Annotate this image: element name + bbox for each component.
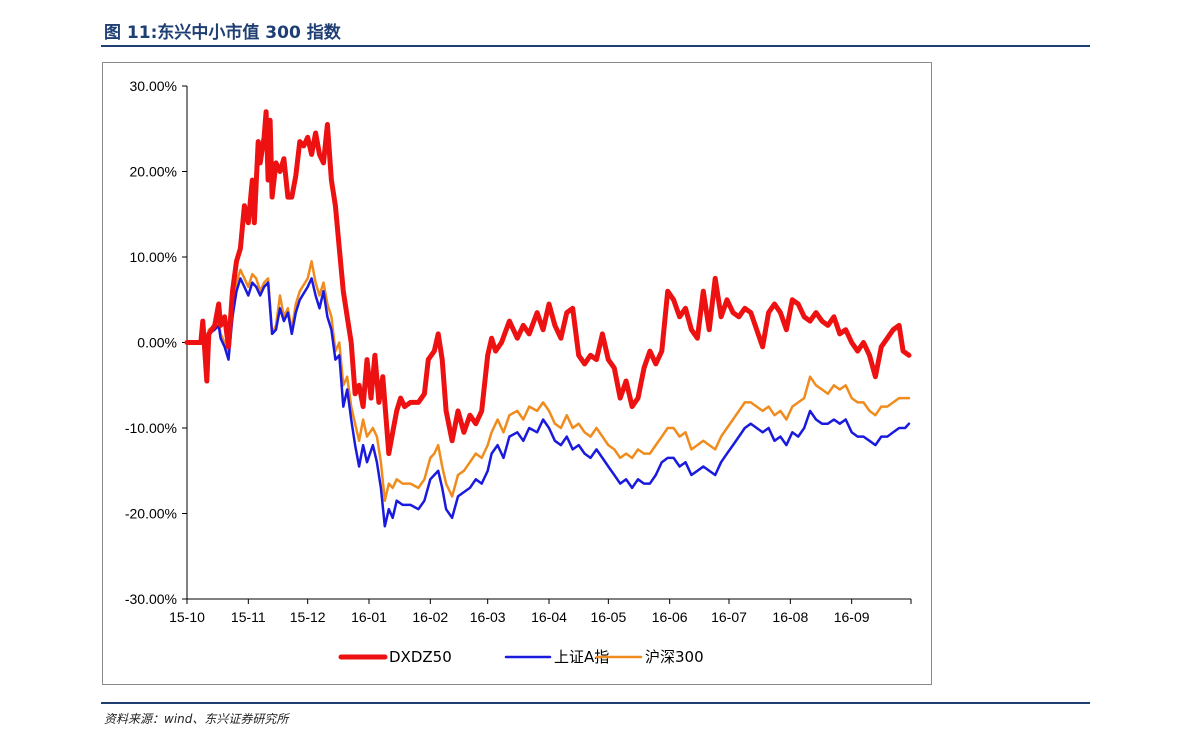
source-note: 资料来源：wind、东兴证券研究所 — [104, 712, 289, 726]
x-tick-label: 16-07 — [711, 609, 747, 625]
x-tick-label: 15-10 — [169, 609, 205, 625]
figure-title: 图 11:东兴中小市值 300 指数 — [104, 23, 341, 43]
series-line-2 — [185, 260, 911, 502]
y-tick-label: -10.00% — [125, 420, 177, 436]
x-tick-label: 16-04 — [531, 609, 567, 625]
series-lines — [184, 109, 912, 528]
title-rule — [101, 45, 1090, 47]
x-tick-label: 15-12 — [290, 609, 326, 625]
x-tick-label: 15-11 — [231, 609, 266, 625]
y-tick-labels: 30.00% 20.00% 10.00% 0.00% -10.00% -20.00% -30… — [125, 78, 177, 607]
chart-legend: DXDZ50 上证A指 沪深300 — [338, 648, 704, 666]
line-chart: 30.00% 20.00% 10.00% 0.00% -10.00% -20.00% -30… — [125, 78, 912, 666]
x-tick-label: 16-09 — [834, 609, 870, 625]
x-tick-label: 16-05 — [590, 609, 626, 625]
y-tick-label: 20.00% — [130, 164, 177, 180]
y-tick-label: 30.00% — [130, 78, 177, 94]
x-tick-label: 16-08 — [772, 609, 808, 625]
y-tick-label: -20.00% — [125, 506, 177, 522]
series-line-1 — [185, 277, 911, 528]
x-tick-label: 16-02 — [412, 609, 448, 625]
x-tick-label: 16-06 — [652, 609, 688, 625]
chart-frame: 30.00% 20.00% 10.00% 0.00% -10.00% -20.00% -30… — [102, 62, 932, 685]
legend-label: DXDZ50 — [389, 648, 452, 666]
x-tick-label: 16-01 — [351, 609, 387, 625]
x-tick-label: 16-03 — [470, 609, 506, 625]
y-tick-label: 10.00% — [130, 249, 177, 265]
y-tick-label: -30.00% — [125, 591, 177, 607]
chart-axes — [182, 85, 912, 604]
legend-label: 上证A指 — [554, 648, 609, 666]
y-tick-label: 0.00% — [137, 335, 177, 351]
legend-label: 沪深300 — [645, 648, 704, 666]
x-tick-labels: 15-10 15-11 15-12 16-01 16-02 16-03 16-04 16-05… — [169, 609, 870, 625]
series-line-0 — [184, 109, 912, 457]
source-rule — [101, 702, 1090, 704]
